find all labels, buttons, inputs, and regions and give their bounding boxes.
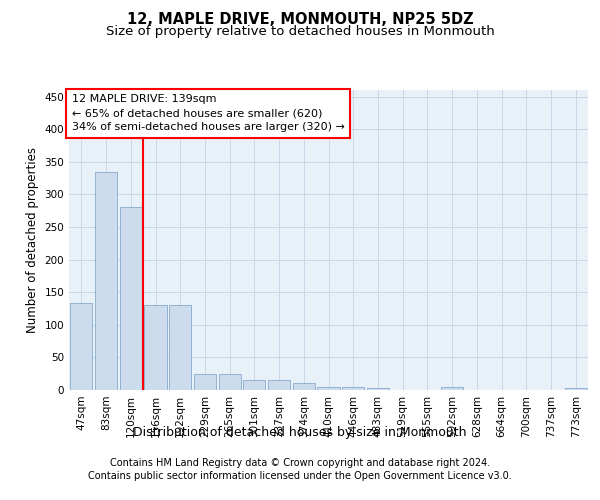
Text: 12 MAPLE DRIVE: 139sqm
← 65% of detached houses are smaller (620)
34% of semi-de: 12 MAPLE DRIVE: 139sqm ← 65% of detached… <box>71 94 344 132</box>
Text: Contains HM Land Registry data © Crown copyright and database right 2024.: Contains HM Land Registry data © Crown c… <box>110 458 490 468</box>
Bar <box>218 374 241 390</box>
Text: Distribution of detached houses by size in Monmouth: Distribution of detached houses by size … <box>133 426 467 439</box>
Bar <box>293 384 315 390</box>
Bar <box>565 388 587 390</box>
Text: Size of property relative to detached houses in Monmouth: Size of property relative to detached ho… <box>106 25 494 38</box>
Bar <box>342 386 364 390</box>
Bar <box>169 305 191 390</box>
Bar <box>317 386 340 390</box>
Bar <box>243 380 265 390</box>
Bar <box>95 172 117 390</box>
Bar <box>367 388 389 390</box>
Y-axis label: Number of detached properties: Number of detached properties <box>26 147 39 333</box>
Bar <box>119 208 142 390</box>
Text: 12, MAPLE DRIVE, MONMOUTH, NP25 5DZ: 12, MAPLE DRIVE, MONMOUTH, NP25 5DZ <box>127 12 473 28</box>
Bar <box>70 302 92 390</box>
Text: Contains public sector information licensed under the Open Government Licence v3: Contains public sector information licen… <box>88 471 512 481</box>
Bar <box>441 386 463 390</box>
Bar <box>268 380 290 390</box>
Bar <box>145 305 167 390</box>
Bar <box>194 374 216 390</box>
